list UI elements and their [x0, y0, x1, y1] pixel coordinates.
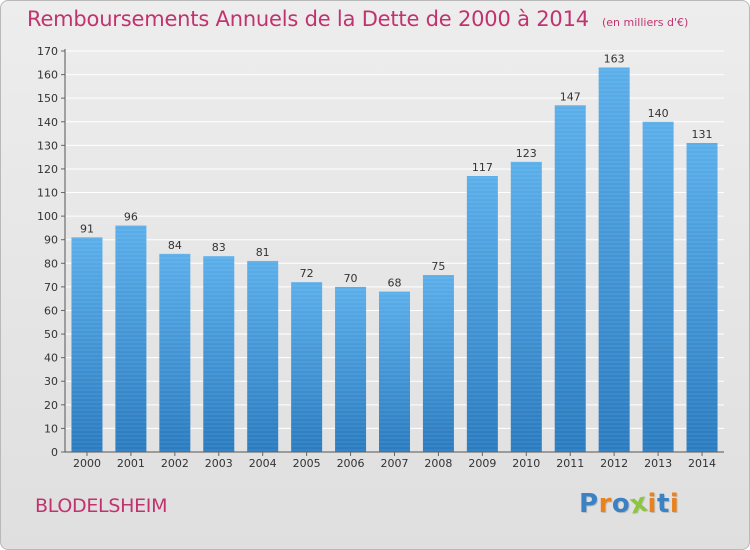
- data-label: 72: [300, 267, 314, 280]
- data-label: 84: [168, 239, 182, 252]
- bar-texture: [203, 256, 235, 452]
- y-tick-label: 70: [44, 281, 58, 294]
- logo-letter: r: [598, 489, 612, 519]
- chart-subtitle: (en milliers d'€): [602, 16, 689, 29]
- x-tick-label: 2002: [161, 457, 189, 470]
- x-tick-label: 2012: [600, 457, 628, 470]
- data-label: 68: [388, 277, 402, 290]
- data-label: 147: [560, 90, 581, 103]
- data-label: 117: [472, 161, 493, 174]
- data-label: 96: [124, 211, 138, 224]
- y-tick-label: 90: [44, 234, 58, 247]
- bar-texture: [291, 282, 323, 452]
- logo-letter: i: [647, 489, 657, 519]
- bar-texture: [422, 275, 454, 452]
- data-label: 140: [648, 107, 669, 120]
- proxiti-logo: Proxiti: [579, 488, 680, 521]
- bar-texture: [554, 105, 586, 453]
- y-tick-label: 140: [37, 116, 58, 129]
- y-tick-label: 30: [44, 375, 58, 388]
- y-tick-label: 40: [44, 352, 58, 365]
- logo-letter: o: [611, 489, 631, 519]
- bar-texture: [642, 121, 674, 452]
- x-tick-label: 2004: [249, 457, 277, 470]
- x-tick-label: 2006: [337, 457, 365, 470]
- x-tick-label: 2010: [512, 457, 540, 470]
- x-tick-label: 2014: [688, 457, 716, 470]
- x-tick-label: 2001: [117, 457, 145, 470]
- y-tick-label: 100: [37, 210, 58, 223]
- x-tick-label: 2000: [73, 457, 101, 470]
- chart-title-block: Remboursements Annuels de la Dette de 20…: [27, 7, 688, 31]
- y-tick-label: 80: [44, 257, 58, 270]
- x-tick-label: 2005: [293, 457, 321, 470]
- data-label: 163: [604, 53, 625, 66]
- x-tick-label: 2003: [205, 457, 233, 470]
- place-label: BLODELSHEIM: [35, 495, 168, 517]
- bar-texture: [510, 161, 542, 453]
- bar-texture: [247, 260, 279, 452]
- bar-texture: [598, 67, 630, 452]
- logo-letter: i: [669, 489, 680, 519]
- bar-texture: [71, 237, 103, 452]
- y-tick-label: 10: [44, 422, 58, 435]
- data-label: 81: [256, 246, 270, 259]
- logo-letter: t: [656, 489, 670, 519]
- bar-texture: [335, 286, 367, 452]
- y-tick-label: 130: [37, 139, 58, 152]
- y-tick-label: 110: [37, 187, 58, 200]
- data-label: 123: [516, 147, 537, 160]
- y-tick-label: 170: [37, 45, 58, 58]
- data-label: 75: [431, 260, 445, 273]
- bar-texture: [686, 142, 718, 452]
- bar-texture: [115, 225, 147, 452]
- y-tick-label: 160: [37, 69, 58, 82]
- data-label: 131: [692, 128, 713, 141]
- data-label: 91: [80, 222, 94, 235]
- x-tick-label: 2011: [556, 457, 584, 470]
- x-tick-label: 2007: [381, 457, 409, 470]
- logo-letter: P: [579, 489, 599, 519]
- bar-texture: [379, 291, 410, 452]
- x-tick-label: 2013: [644, 457, 672, 470]
- data-label: 70: [344, 272, 358, 285]
- bar-texture: [466, 176, 498, 453]
- y-tick-label: 20: [44, 399, 58, 412]
- bar-texture: [159, 253, 191, 452]
- y-tick-label: 60: [44, 304, 58, 317]
- y-tick-label: 150: [37, 92, 58, 105]
- data-label: 83: [212, 241, 226, 254]
- y-tick-label: 0: [51, 446, 58, 459]
- x-tick-label: 2008: [424, 457, 452, 470]
- y-tick-label: 120: [37, 163, 58, 176]
- y-tick-label: 50: [44, 328, 58, 341]
- chart-title: Remboursements Annuels de la Dette de 20…: [27, 7, 589, 31]
- x-tick-label: 2009: [468, 457, 496, 470]
